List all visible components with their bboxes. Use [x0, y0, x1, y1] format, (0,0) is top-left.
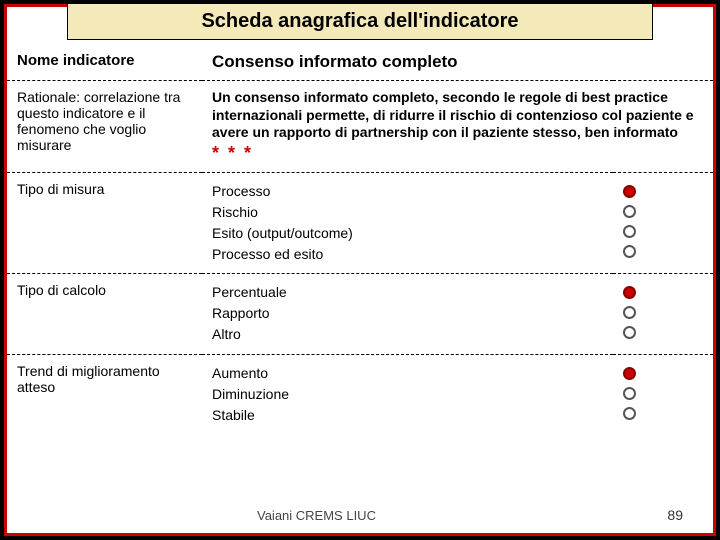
option-item: Processo ed esito: [212, 244, 603, 265]
option-item: Percentuale: [212, 282, 603, 303]
option-item: Processo: [212, 181, 603, 202]
row-markers: [613, 173, 713, 274]
option-item: Diminuzione: [212, 384, 603, 405]
row-label: Rationale: correlazione tra questo indic…: [7, 81, 202, 173]
radio-empty-icon[interactable]: [623, 387, 636, 400]
radio-empty-icon[interactable]: [623, 306, 636, 319]
row-label: Tipo di misura: [7, 173, 202, 274]
indicator-table: Nome indicatoreConsenso informato comple…: [7, 44, 713, 435]
radio-empty-icon[interactable]: [623, 245, 636, 258]
row-label: Nome indicatore: [7, 44, 202, 81]
row-value: Un consenso informato completo, secondo …: [202, 81, 713, 173]
row-options: ProcessoRischioEsito (output/outcome)Pro…: [202, 173, 613, 274]
option-item: Rischio: [212, 202, 603, 223]
stars: * * *: [212, 142, 703, 165]
radio-empty-icon[interactable]: [623, 225, 636, 238]
row-value: Consenso informato completo: [202, 44, 713, 81]
row-label: Tipo di calcolo: [7, 274, 202, 355]
row-markers: [613, 274, 713, 355]
row-markers: [613, 355, 713, 436]
radio-filled-icon[interactable]: [623, 286, 636, 299]
option-item: Altro: [212, 324, 603, 345]
option-item: Stabile: [212, 405, 603, 426]
page-number: 89: [667, 507, 683, 523]
radio-empty-icon[interactable]: [623, 407, 636, 420]
title-bar: Scheda anagrafica dell'indicatore: [67, 3, 653, 40]
title-text: Scheda anagrafica dell'indicatore: [201, 10, 518, 32]
footer-credit: Vaiani CREMS LIUC: [257, 508, 376, 523]
radio-empty-icon[interactable]: [623, 326, 636, 339]
row-label: Trend di miglioramento atteso: [7, 355, 202, 436]
option-item: Aumento: [212, 363, 603, 384]
row-options: AumentoDiminuzioneStabile: [202, 355, 613, 436]
radio-filled-icon[interactable]: [623, 185, 636, 198]
option-item: Rapporto: [212, 303, 603, 324]
row-options: PercentualeRapportoAltro: [202, 274, 613, 355]
option-item: Esito (output/outcome): [212, 223, 603, 244]
radio-empty-icon[interactable]: [623, 205, 636, 218]
radio-filled-icon[interactable]: [623, 367, 636, 380]
